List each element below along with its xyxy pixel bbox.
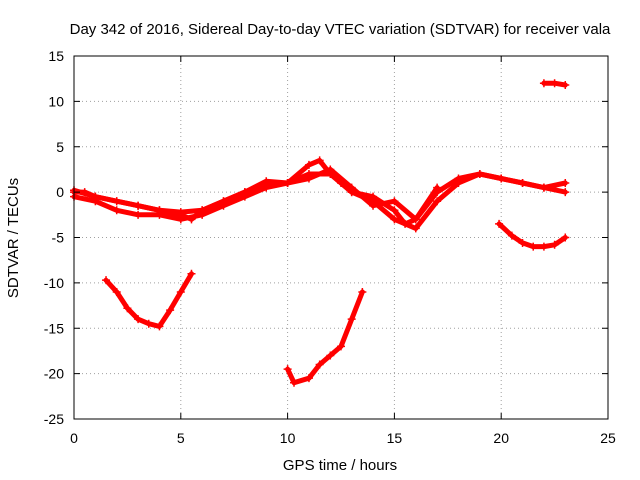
grid <box>74 56 608 419</box>
data-point <box>326 165 335 174</box>
data-point <box>112 206 121 215</box>
data-point <box>290 378 299 387</box>
track-main-b <box>70 169 570 233</box>
track-left-dip-line <box>103 271 194 329</box>
data-point <box>262 177 271 186</box>
y-tick-label: -20 <box>44 366 64 382</box>
data-point <box>433 183 442 192</box>
data-point <box>176 208 185 217</box>
data-point <box>454 179 463 188</box>
data-point <box>518 179 527 188</box>
data-point <box>550 79 559 88</box>
data-point <box>176 287 185 296</box>
data-point <box>176 215 185 224</box>
y-tick-label: -5 <box>52 230 65 246</box>
data-point <box>347 315 356 324</box>
x-tick-label: 5 <box>177 430 185 446</box>
data-point <box>240 188 249 197</box>
data-point <box>539 79 548 88</box>
data-point <box>304 374 313 383</box>
y-tick-label: 0 <box>56 184 64 200</box>
data-point <box>134 210 143 219</box>
data-point <box>550 240 559 249</box>
x-tick-label: 0 <box>70 430 78 446</box>
y-axis-label: SDTVAR / TECUs <box>5 178 22 298</box>
x-tick-label: 25 <box>600 430 616 446</box>
data-point <box>358 287 367 296</box>
track-mid-rise-line <box>285 289 365 386</box>
data-point <box>561 188 570 197</box>
data-point <box>187 269 196 278</box>
data-point <box>411 224 420 233</box>
data-point <box>155 206 164 215</box>
data-point <box>283 365 292 374</box>
chart-title: Day 342 of 2016, Sidereal Day-to-day VTE… <box>70 21 611 38</box>
y-tick-label: -10 <box>44 275 64 291</box>
y-tick-label: 5 <box>56 139 64 155</box>
track-main-b-line <box>71 171 568 231</box>
data-point <box>529 242 538 251</box>
data-point <box>390 206 399 215</box>
data-point <box>315 156 324 165</box>
data-point <box>304 174 313 183</box>
data-point <box>304 160 313 169</box>
data-point <box>347 183 356 192</box>
data-point <box>134 201 143 210</box>
x-tick-label: 20 <box>493 430 509 446</box>
data-point <box>112 287 121 296</box>
x-axis-label: GPS time / hours <box>283 457 397 474</box>
data-point <box>411 215 420 224</box>
data-point <box>102 276 111 285</box>
data-point <box>326 351 335 360</box>
data-point <box>495 219 504 228</box>
data-point <box>112 197 121 206</box>
data-point <box>369 201 378 210</box>
plot-series <box>70 79 570 387</box>
track-right-dip <box>495 219 570 251</box>
y-tick-label: -15 <box>44 320 64 336</box>
track-mid-rise <box>283 287 367 387</box>
data-point <box>561 179 570 188</box>
data-point <box>561 81 570 90</box>
data-point <box>134 315 143 324</box>
data-point <box>475 169 484 178</box>
data-point <box>497 174 506 183</box>
data-point <box>315 360 324 369</box>
data-point <box>539 183 548 192</box>
data-point <box>518 238 527 247</box>
data-point <box>390 197 399 206</box>
x-tick-label: 10 <box>280 430 296 446</box>
axis-ticks: 0 5 10 15 20 25 15 10 5 0 -5 -10 -15 -20 -25 <box>44 48 616 446</box>
track-main-c <box>70 165 442 224</box>
data-point <box>91 192 100 201</box>
track-main-c-line <box>71 166 440 222</box>
data-point <box>283 179 292 188</box>
track-left-dip <box>102 269 196 331</box>
data-point <box>219 197 228 206</box>
data-point <box>433 197 442 206</box>
y-tick-label: 10 <box>48 93 64 109</box>
track-upper-right <box>539 79 570 90</box>
x-tick-label: 15 <box>387 430 403 446</box>
data-point <box>155 322 164 331</box>
data-point <box>507 231 516 240</box>
data-point <box>123 304 132 313</box>
y-tick-label: 15 <box>48 48 64 64</box>
data-point <box>144 319 153 328</box>
y-tick-label: -25 <box>44 411 64 427</box>
data-point <box>390 215 399 224</box>
data-point <box>166 306 175 315</box>
data-point <box>198 206 207 215</box>
data-point <box>561 233 570 242</box>
data-point <box>337 342 345 351</box>
data-point <box>539 242 548 251</box>
